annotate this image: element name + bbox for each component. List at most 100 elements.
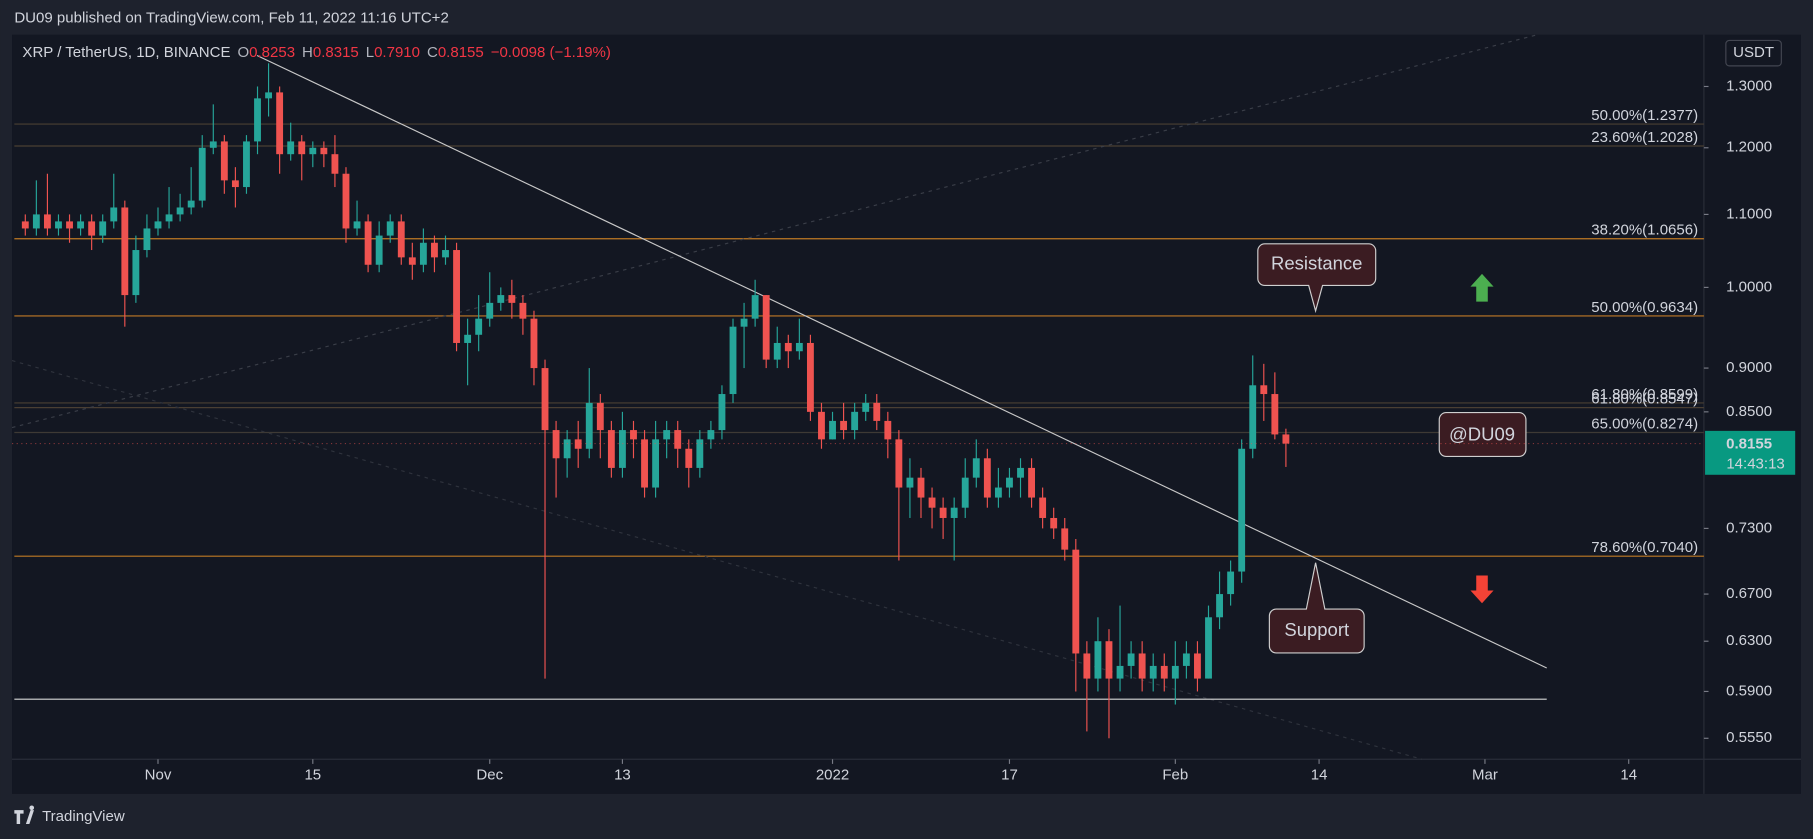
candle-body bbox=[320, 147, 328, 155]
trend-line bbox=[256, 54, 1547, 669]
candle-body bbox=[1127, 653, 1135, 666]
candle-body bbox=[431, 242, 438, 258]
last-price-box bbox=[1705, 430, 1796, 475]
candle-body bbox=[287, 141, 295, 155]
annotation: Resistance bbox=[1271, 253, 1362, 274]
candle-body bbox=[895, 439, 903, 488]
candle-body bbox=[1182, 653, 1190, 666]
support-callout bbox=[1268, 562, 1365, 654]
candle-body bbox=[254, 98, 261, 142]
candle-body bbox=[1050, 517, 1058, 529]
candle-body bbox=[983, 458, 991, 498]
candle-body bbox=[1105, 641, 1113, 679]
fib-label: 61.80%(0.8599) bbox=[1591, 386, 1698, 403]
candle-body bbox=[187, 200, 195, 208]
candle-body bbox=[585, 402, 593, 449]
y-tick-label: 1.0000 bbox=[1726, 278, 1772, 295]
candle-body bbox=[773, 342, 781, 360]
candle-body bbox=[641, 439, 648, 488]
candle-body bbox=[475, 318, 483, 335]
candle-body bbox=[707, 430, 715, 440]
candle-body bbox=[1160, 665, 1168, 679]
y-tick-label: 0.7300 bbox=[1726, 519, 1772, 536]
x-tick-label: Nov bbox=[145, 766, 172, 783]
candle-body bbox=[729, 326, 737, 395]
candle-body bbox=[818, 411, 825, 440]
candle-body bbox=[751, 295, 759, 319]
y-tick-label: 0.9000 bbox=[1726, 359, 1772, 376]
ohlc-letter: L bbox=[366, 44, 374, 61]
candle-body bbox=[994, 487, 1002, 498]
ohlc-value: 0.8315 bbox=[313, 44, 359, 61]
fib-label: 50.00%(0.9634) bbox=[1591, 299, 1698, 316]
candle-body bbox=[32, 214, 40, 229]
candle-body bbox=[563, 439, 571, 459]
candle-body bbox=[143, 228, 151, 251]
x-tick-label: Feb bbox=[1162, 766, 1188, 783]
x-tick-label: 15 bbox=[304, 766, 321, 783]
down-arrow bbox=[1470, 575, 1494, 604]
candle-body bbox=[364, 221, 372, 265]
candle-body bbox=[630, 430, 637, 440]
candle-body bbox=[1194, 653, 1201, 679]
candle-body bbox=[265, 92, 273, 99]
candle-body bbox=[530, 318, 538, 369]
candle-body bbox=[43, 214, 51, 229]
fib-label: 65.00%(0.8274) bbox=[1591, 415, 1698, 432]
candle-body bbox=[386, 221, 394, 236]
up-arrow bbox=[1470, 273, 1494, 302]
candle-body bbox=[1260, 385, 1268, 395]
candle-body bbox=[740, 318, 748, 327]
candle-body bbox=[1083, 653, 1091, 679]
x-tick-label: 14 bbox=[1311, 766, 1328, 783]
candle-body bbox=[331, 154, 339, 174]
candle-body bbox=[1216, 594, 1223, 618]
resistance-callout bbox=[1257, 243, 1377, 314]
candle-body bbox=[685, 448, 693, 468]
candle-body bbox=[1238, 448, 1246, 572]
candle-body bbox=[419, 242, 427, 265]
candle-body bbox=[298, 141, 306, 155]
candle-body bbox=[1227, 571, 1235, 595]
candle-body bbox=[939, 507, 947, 518]
candle-body bbox=[154, 221, 162, 229]
candle-body bbox=[795, 342, 803, 352]
change: −0.0098 (−1.19%) bbox=[491, 44, 611, 61]
channel-line bbox=[11, 34, 1538, 429]
fib-label: 50.00%(1.2377) bbox=[1591, 107, 1698, 124]
x-tick-label: Dec bbox=[476, 766, 503, 783]
x-tick-label: 14 bbox=[1620, 766, 1637, 783]
candle-body bbox=[1039, 497, 1047, 518]
candle-body bbox=[508, 295, 516, 303]
candle-body bbox=[176, 207, 184, 215]
candle-body bbox=[165, 214, 173, 222]
fib-label: 61.80%(0.8547) bbox=[1591, 391, 1698, 408]
currency-box[interactable] bbox=[1725, 39, 1782, 67]
annotation: @DU09 bbox=[1449, 424, 1515, 445]
countdown: 14:43:13 bbox=[1726, 455, 1784, 472]
candle-body bbox=[950, 507, 958, 518]
candle-body bbox=[917, 477, 925, 498]
y-tick-label: 0.6700 bbox=[1726, 585, 1772, 602]
grid-layer: 50.00%(1.2377) 23.60%(1.2028) 38.20%(1.065… bbox=[14, 107, 1704, 557]
last-price: 0.8155 bbox=[1726, 436, 1772, 453]
y-tick-label: 1.1000 bbox=[1726, 205, 1772, 222]
candle-body bbox=[132, 250, 140, 296]
candle-body bbox=[276, 92, 284, 155]
candle-body bbox=[806, 342, 814, 412]
y-tick-label: 1.3000 bbox=[1726, 77, 1772, 94]
ohlc-letter: C bbox=[427, 44, 438, 61]
candle-body bbox=[1249, 385, 1257, 449]
fib-label: 78.60%(0.7040) bbox=[1591, 539, 1698, 556]
candle-body bbox=[442, 250, 449, 258]
fib-label: 23.60%(1.2028) bbox=[1591, 129, 1698, 146]
candle-body bbox=[652, 439, 660, 488]
legend: XRP / TetherUS, 1D, BINANCE O0.8253 H0.831… bbox=[22, 44, 610, 61]
y-tick-label: 0.5550 bbox=[1726, 729, 1772, 746]
candle-body bbox=[497, 295, 505, 303]
candles bbox=[21, 63, 1290, 739]
candle-body bbox=[674, 430, 682, 449]
y-tick-label: 1.2000 bbox=[1726, 139, 1772, 156]
y-tick-label: 0.6300 bbox=[1726, 632, 1772, 649]
